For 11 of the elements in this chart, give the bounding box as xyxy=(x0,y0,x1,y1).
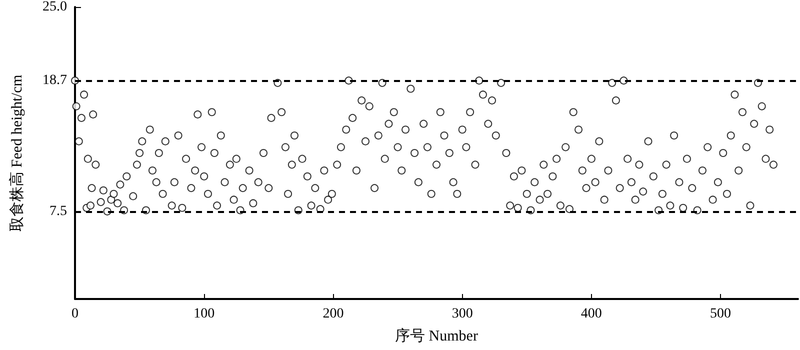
y-tick-label: 18.7 xyxy=(42,73,67,88)
x-tick-label: 400 xyxy=(580,306,602,322)
x-tick-label: 100 xyxy=(194,306,215,322)
x-tick-label: 500 xyxy=(710,306,732,322)
x-tick-label: 200 xyxy=(322,306,344,322)
y-axis-title: 取食株高 Feed height/cm xyxy=(8,74,26,232)
y-tick-label: 7.5 xyxy=(50,204,67,219)
x-tick-label: 0 xyxy=(72,306,78,322)
x-axis-title: 序号 Number xyxy=(395,328,478,344)
x-tick-label: 300 xyxy=(452,306,473,322)
y-tick-label: 25.0 xyxy=(42,0,67,14)
